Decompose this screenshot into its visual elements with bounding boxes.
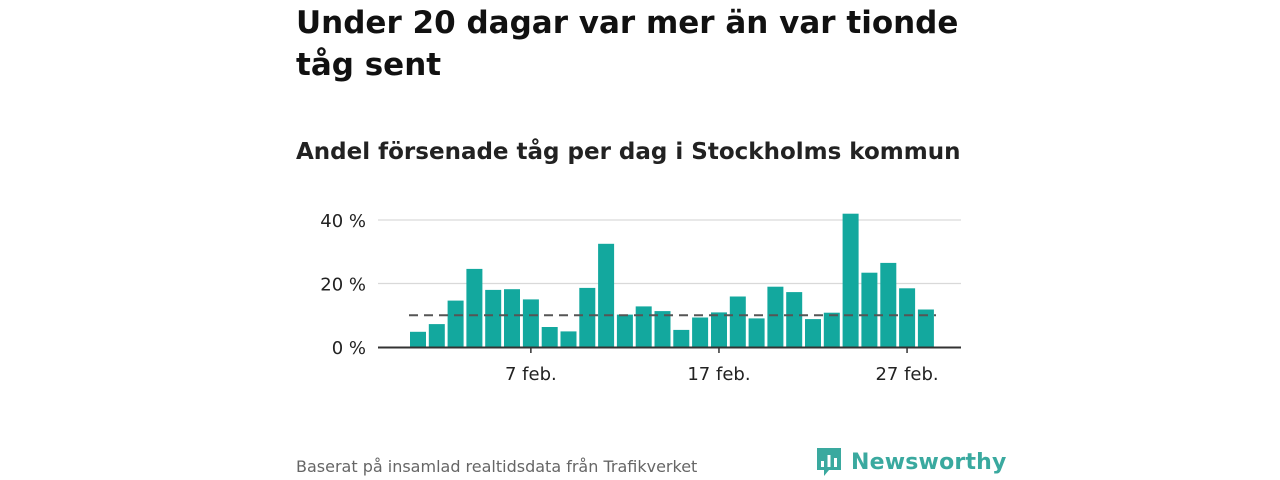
bar-7 xyxy=(522,299,539,347)
bar-10 xyxy=(579,287,596,347)
bar-17 xyxy=(711,312,727,347)
newsworthy-logo-icon xyxy=(817,448,841,476)
y-tick-label: 0 % xyxy=(332,338,366,359)
bar-2 xyxy=(428,324,445,347)
bar-8 xyxy=(541,327,558,347)
bar-4 xyxy=(466,268,483,347)
bar-20 xyxy=(767,286,784,347)
chart-title: Under 20 dagar var mer än var tionde tåg… xyxy=(296,5,959,83)
bar-23 xyxy=(823,312,840,347)
y-tick-label: 20 % xyxy=(320,275,366,296)
bar-chart: 0 % 20 % 40 % 7 feb. 17 feb. 27 feb. xyxy=(320,211,961,385)
bar-5 xyxy=(485,289,502,347)
bar-6 xyxy=(504,289,520,347)
bar-16 xyxy=(692,317,709,347)
bar-18 xyxy=(729,296,746,347)
bar-13 xyxy=(635,306,652,347)
brand-name: Newsworthy xyxy=(851,449,1007,475)
bar-12 xyxy=(616,314,633,347)
bar-28 xyxy=(917,309,934,347)
source-note: Baserat på insamlad realtidsdata från Tr… xyxy=(296,457,698,476)
bar-27 xyxy=(899,288,916,347)
bar-26 xyxy=(880,262,897,347)
bars xyxy=(410,213,934,347)
brand-logo: Newsworthy xyxy=(815,446,1007,478)
bar-25 xyxy=(861,272,878,347)
chart-subtitle: Andel försenade tåg per dag i Stockholms… xyxy=(296,139,961,165)
bar-15 xyxy=(673,329,690,347)
y-tick-label: 40 % xyxy=(320,211,366,232)
bar-22 xyxy=(805,319,821,347)
bar-24 xyxy=(842,213,859,347)
y-axis-ticks: 0 % 20 % 40 % xyxy=(320,211,366,359)
x-tick-label: 7 feb. xyxy=(505,364,557,385)
bar-3 xyxy=(447,300,464,347)
bar-11 xyxy=(598,243,615,347)
x-tick-label: 17 feb. xyxy=(687,364,750,385)
bar-21 xyxy=(786,292,803,347)
bar-9 xyxy=(560,331,577,347)
bar-19 xyxy=(748,318,765,347)
bar-14 xyxy=(654,311,671,347)
x-axis-ticks: 7 feb. 17 feb. 27 feb. xyxy=(505,347,939,385)
x-tick-label: 27 feb. xyxy=(875,364,938,385)
bar-1 xyxy=(410,331,426,347)
